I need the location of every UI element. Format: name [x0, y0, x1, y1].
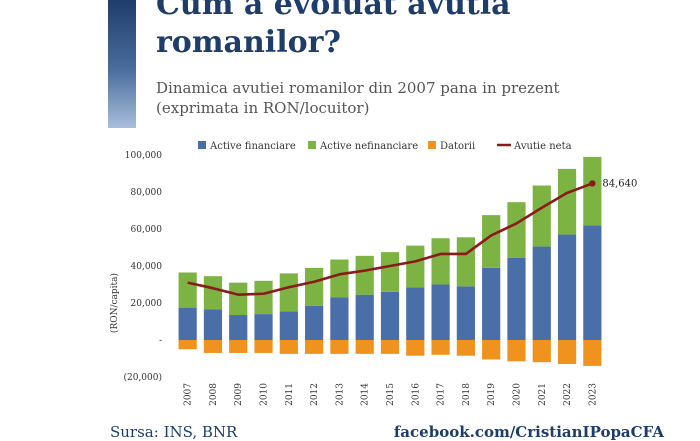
bar-active-financiare	[507, 257, 526, 340]
bar-datorii	[305, 340, 324, 354]
x-tick-label: 2008	[209, 383, 219, 406]
legend-active-nefinanciare: Active nefinanciare	[319, 141, 418, 152]
x-tick-label: 2012	[310, 383, 320, 406]
bar-active-nefinanciare	[330, 259, 349, 298]
y-axis-label: (RON/capita)	[109, 273, 120, 333]
bar-datorii	[532, 340, 551, 363]
line-avutie-neta	[187, 182, 593, 296]
bar-active-nefinanciare	[456, 237, 475, 287]
bar-datorii	[482, 340, 501, 360]
bar-active-financiare	[355, 294, 374, 340]
source-note: Sursa: INS, BNR	[110, 423, 238, 441]
y-tick-label: 40,000	[131, 262, 163, 272]
x-tick-label: 2009	[234, 383, 244, 406]
bar-active-nefinanciare	[583, 156, 602, 226]
x-tick-label: 2007	[184, 383, 194, 406]
x-tick-label: 2014	[361, 383, 371, 406]
bar-active-nefinanciare	[279, 273, 298, 312]
bar-active-financiare	[532, 246, 551, 340]
bar-datorii	[279, 340, 298, 354]
x-tick-label: 2013	[335, 383, 345, 406]
bar-active-financiare	[380, 291, 400, 340]
page-title: Cum a evoluat avutia romanilor?	[156, 0, 511, 60]
x-tick-label: 2018	[462, 383, 472, 406]
title-accent-bar	[108, 0, 136, 128]
bar-datorii	[203, 340, 223, 353]
bar-datorii	[507, 340, 526, 362]
bar-active-nefinanciare	[229, 282, 248, 316]
bar-active-financiare	[254, 314, 273, 340]
line-end-marker	[589, 180, 596, 187]
bar-active-nefinanciare	[380, 252, 400, 292]
bar-active-financiare	[279, 311, 298, 340]
bar-datorii	[456, 340, 475, 356]
x-tick-label: 2010	[260, 383, 270, 406]
legend-avutie-neta: Avutie neta	[513, 141, 572, 152]
bar-datorii	[583, 340, 602, 366]
bar-datorii	[406, 340, 425, 356]
subtitle-line-2: (exprimata in RON/locuitor)	[156, 99, 370, 117]
bar-active-financiare	[305, 305, 324, 340]
bar-active-financiare	[229, 315, 248, 340]
bar-active-nefinanciare	[406, 245, 425, 288]
y-tick-label: 20,000	[131, 299, 163, 309]
y-tick-label: 80,000	[131, 188, 163, 198]
x-tick-label: 2016	[411, 383, 421, 406]
bar-datorii	[380, 340, 400, 354]
bar-active-nefinanciare	[482, 215, 501, 268]
bar-active-nefinanciare	[203, 276, 223, 310]
bar-datorii	[431, 340, 450, 355]
bar-active-nefinanciare	[254, 280, 273, 315]
y-tick-label: 100,000	[125, 151, 162, 161]
x-tick-label: 2022	[563, 383, 573, 406]
bar-active-financiare	[583, 225, 602, 340]
legend-active-nefinanciare-swatch	[308, 141, 316, 149]
bar-active-financiare	[406, 287, 425, 340]
x-tick-label: 2015	[386, 383, 396, 406]
x-tick-label: 2019	[487, 383, 497, 406]
x-tick-label: 2021	[538, 383, 548, 406]
y-tick-label: (20,000)	[123, 372, 162, 383]
subtitle-line-1: Dinamica avutiei romanilor din 2007 pana…	[156, 79, 560, 97]
bar-datorii	[229, 340, 248, 353]
bar-active-nefinanciare	[507, 202, 526, 258]
bar-datorii	[557, 340, 577, 365]
bar-active-nefinanciare	[178, 272, 197, 308]
bar-active-financiare	[330, 297, 349, 340]
y-tick-label: -	[159, 336, 162, 346]
bar-active-nefinanciare	[557, 168, 577, 235]
facebook-link[interactable]: facebook.com/CristianIPopaCFA	[393, 423, 664, 441]
legend-datorii: Datorii	[440, 141, 475, 152]
bar-active-nefinanciare	[532, 185, 551, 247]
legend-active-financiare-swatch	[198, 141, 206, 149]
bar-active-financiare	[456, 286, 475, 340]
bar-active-financiare	[178, 307, 197, 340]
bar-datorii	[355, 340, 374, 354]
x-tick-label: 2011	[285, 383, 295, 406]
bar-active-financiare	[431, 284, 450, 340]
bar-datorii	[178, 340, 197, 350]
y-tick-label: 60,000	[131, 225, 163, 235]
x-tick-label: 2023	[588, 383, 598, 406]
bar-active-nefinanciare	[431, 238, 450, 285]
bar-datorii	[330, 340, 349, 354]
bar-active-financiare	[203, 309, 223, 340]
x-tick-label: 2017	[437, 383, 447, 406]
annotation-84640: 84,640	[602, 178, 637, 189]
bar-active-financiare	[557, 234, 577, 340]
legend-active-financiare: Active financiare	[209, 141, 296, 152]
legend-datorii-swatch	[428, 141, 436, 149]
x-tick-label: 2020	[512, 383, 522, 406]
bar-active-nefinanciare	[305, 267, 324, 306]
page-subtitle: Dinamica avutiei romanilor din 2007 pana…	[156, 78, 676, 118]
bar-active-financiare	[482, 267, 501, 340]
bar-datorii	[254, 340, 273, 353]
bar-active-nefinanciare	[355, 255, 374, 295]
